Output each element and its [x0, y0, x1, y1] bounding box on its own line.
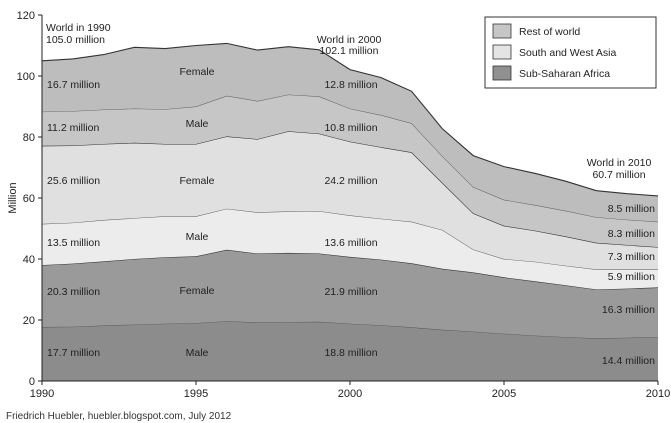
- legend: Rest of world South and West Asia Sub-Saha…: [484, 16, 657, 89]
- legend-swatch: [492, 65, 512, 81]
- value-2000-label: 24.2 million: [324, 175, 377, 187]
- x-tick-label: 2010: [646, 388, 670, 400]
- legend-label: Rest of world: [519, 26, 580, 38]
- value-2010-label: 7.3 million: [608, 251, 655, 263]
- y-tick-label: 100: [17, 71, 35, 83]
- axes: 0 20 40 60 80 100 120 1990 1995 2000 2005 2010: [17, 10, 671, 400]
- x-tick-label: 1995: [184, 388, 208, 400]
- sex-label: Female: [179, 285, 214, 297]
- area-rest-of-world-male: [42, 94, 658, 248]
- value-1990-label: 16.7 million: [47, 79, 100, 91]
- sex-label: Male: [186, 347, 209, 359]
- area-sub-saharan-africa-female: [42, 249, 658, 339]
- value-1990-label: 20.3 million: [47, 286, 100, 298]
- x-tick-label: 1990: [30, 388, 54, 400]
- y-tick-label: 0: [29, 376, 35, 388]
- world-1990-total: 105.0 million: [46, 34, 105, 46]
- legend-swatch: [492, 44, 512, 60]
- source-credit: Friedrich Huebler, huebler.blogspot.com,…: [6, 411, 232, 422]
- value-2000-label: 21.9 million: [324, 286, 377, 298]
- value-2010-label: 8.3 million: [608, 228, 655, 240]
- value-2000-label: 10.8 million: [324, 122, 377, 134]
- area-south-and-west-asia-female: [42, 131, 658, 270]
- y-tick-label: 40: [23, 254, 35, 266]
- value-2000-label: 18.8 million: [324, 347, 377, 359]
- value-2010-label: 8.5 million: [608, 203, 655, 215]
- legend-box: [484, 16, 657, 89]
- value-1990-label: 17.7 million: [47, 347, 100, 359]
- sex-label: Male: [186, 231, 209, 243]
- world-2000-total: 102.1 million: [320, 45, 379, 57]
- sex-label: Female: [179, 66, 214, 78]
- y-tick-label: 60: [23, 193, 35, 205]
- legend-label: South and West Asia: [519, 47, 616, 59]
- world-2000-title: World in 2000: [317, 34, 382, 46]
- sex-label: Male: [186, 118, 209, 130]
- value-1990-label: 11.2 million: [47, 122, 99, 134]
- y-tick-label: 20: [23, 315, 35, 327]
- area-rest-of-world-female: [42, 43, 658, 222]
- legend-label: Sub-Saharan Africa: [519, 68, 610, 80]
- value-2000-label: 12.8 million: [324, 79, 377, 91]
- band-boundary-line: [41, 42, 659, 197]
- value-1990-label: 13.5 million: [47, 237, 100, 249]
- area-south-and-west-asia-male: [42, 208, 658, 290]
- sex-label: Female: [179, 175, 214, 187]
- world-1990-title: World in 1990: [46, 22, 111, 34]
- y-axis-label: Million: [7, 182, 19, 213]
- value-2010-label: 16.3 million: [602, 304, 655, 316]
- value-2010-label: 5.9 million: [608, 271, 655, 283]
- stacked-areas: [41, 42, 659, 381]
- y-tick-label: 80: [23, 132, 35, 144]
- x-tick-label: 2000: [338, 388, 362, 400]
- y-tick-label: 120: [17, 10, 35, 22]
- x-tick-label: 2005: [492, 388, 516, 400]
- legend-swatch: [492, 23, 512, 39]
- area-sub-saharan-africa-male: [42, 321, 658, 381]
- value-1990-label: 25.6 million: [47, 175, 100, 187]
- world-2010-title: World in 2010: [587, 157, 652, 169]
- value-2000-label: 13.6 million: [324, 237, 377, 249]
- world-2010-total: 60.7 million: [592, 169, 645, 181]
- value-2010-label: 14.4 million: [602, 355, 655, 367]
